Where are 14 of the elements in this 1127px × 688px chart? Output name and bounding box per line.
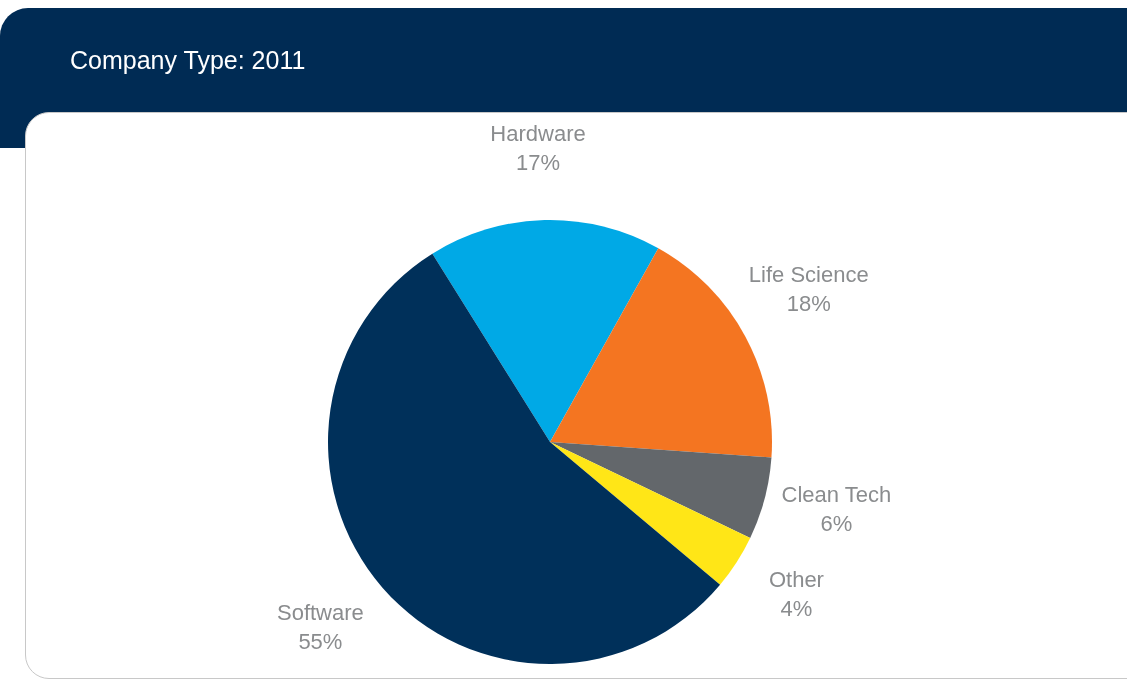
data-label: 6% bbox=[820, 510, 853, 536]
slice-label: Other bbox=[768, 567, 824, 593]
data-label: 18% bbox=[786, 291, 831, 317]
data-label: 55% bbox=[298, 629, 343, 655]
slice-label: Software bbox=[277, 600, 364, 626]
slice-label: Hardware bbox=[490, 120, 586, 146]
pie-slice bbox=[550, 442, 772, 538]
data-label: 4% bbox=[780, 596, 813, 622]
chart-title: Company Type: 2011 bbox=[70, 46, 306, 75]
pie-slice bbox=[432, 220, 659, 442]
slice-label: Life Science bbox=[748, 262, 869, 288]
slice-label: Clean Tech bbox=[781, 481, 892, 507]
pie-slice bbox=[550, 442, 751, 585]
data-label: 17% bbox=[516, 149, 561, 175]
